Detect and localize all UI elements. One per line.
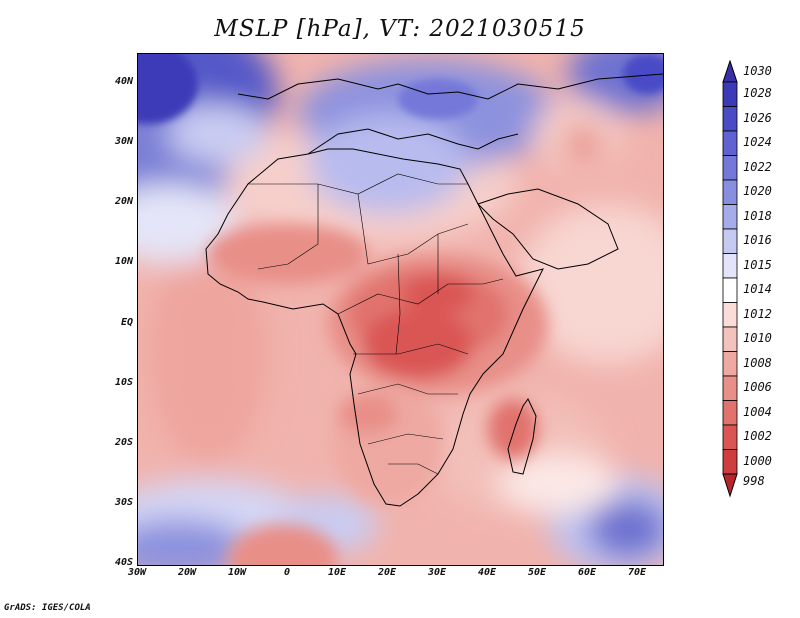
colorbar-label: 1012 — [743, 306, 772, 321]
colorbar-strip — [722, 59, 738, 498]
low-pressure-cores — [208, 224, 548, 565]
colorbar-label: 1022 — [743, 159, 772, 174]
colorbar-label: 1000 — [743, 453, 772, 468]
lat-tick-label: 30N — [114, 136, 133, 148]
colorbar-label: 1024 — [743, 135, 772, 150]
colorbar-label: 998 — [743, 473, 765, 488]
colorbar-label: 1026 — [743, 110, 772, 125]
colorbar-segment — [722, 449, 738, 475]
colorbar-label: 1010 — [743, 331, 772, 346]
lon-tick-label: 70E — [627, 567, 647, 578]
country-borders — [248, 173, 504, 475]
colorbar-segment — [722, 130, 738, 156]
colorbar-label: 1030 — [743, 64, 772, 79]
lat-tick-label: 20N — [114, 196, 133, 208]
colorbar-segment — [722, 81, 738, 107]
colorbar-label: 1006 — [743, 380, 772, 395]
colorbar-segment — [722, 424, 738, 450]
map-title: MSLP [hPa], VT: 2021030515 — [214, 16, 586, 42]
colorbar-segment — [722, 204, 738, 230]
colorbar-label: 1028 — [743, 86, 772, 101]
lat-tick-label: 40N — [114, 76, 133, 88]
coastlines — [205, 73, 663, 507]
lon-tick-label: 50E — [527, 567, 547, 578]
lon-tick-label: 40E — [477, 567, 497, 578]
lon-tick-label: 10W — [227, 567, 247, 578]
colorbar-segment — [722, 253, 738, 279]
colorbar-label: 1004 — [743, 404, 772, 419]
lon-tick-label: 10E — [327, 567, 347, 578]
colorbar-top-arrow — [722, 59, 738, 83]
colorbar-label: 1018 — [743, 208, 772, 223]
colorbar — [722, 59, 738, 502]
colorbar-label: 1002 — [743, 429, 772, 444]
colorbar-bottom-arrow — [722, 473, 738, 498]
lat-tick-label: 40S — [114, 557, 133, 568]
lon-tick-label: 30W — [127, 567, 147, 578]
colorbar-segment — [722, 326, 738, 352]
colorbar-segment — [722, 277, 738, 303]
lon-tick-label: 60E — [577, 567, 597, 578]
lat-tick-label: 10S — [114, 376, 133, 388]
colorbar-segment — [722, 228, 738, 254]
high-pressure-cores — [138, 54, 663, 124]
colorbar-segment — [722, 302, 738, 328]
mslp-map-panel — [137, 53, 664, 566]
lat-tick-label: 30S — [114, 496, 133, 508]
colorbar-label: 1015 — [743, 257, 772, 272]
lon-tick-label: 20W — [177, 567, 197, 578]
lon-tick-label: 30E — [427, 567, 447, 578]
colorbar-segment — [722, 400, 738, 426]
grads-credit: GrADS: IGES/COLA — [4, 603, 91, 613]
lon-tick-label: 0 — [283, 567, 291, 578]
colorbar-segment — [722, 155, 738, 181]
lon-tick-label: 20E — [377, 567, 397, 578]
colorbar-label: 1008 — [743, 355, 772, 370]
lat-tick-label: 10N — [114, 256, 133, 268]
colorbar-label: 1016 — [743, 233, 772, 248]
colorbar-segment — [722, 375, 738, 401]
colorbar-segment — [722, 351, 738, 377]
colorbar-segment — [722, 179, 738, 205]
colorbar-label: 1014 — [743, 282, 772, 297]
colorbar-label: 1020 — [743, 184, 772, 199]
lat-tick-label: EQ — [120, 316, 133, 328]
colorbar-segment — [722, 106, 738, 132]
mslp-field — [138, 54, 663, 565]
lat-tick-label: 20S — [114, 436, 133, 448]
